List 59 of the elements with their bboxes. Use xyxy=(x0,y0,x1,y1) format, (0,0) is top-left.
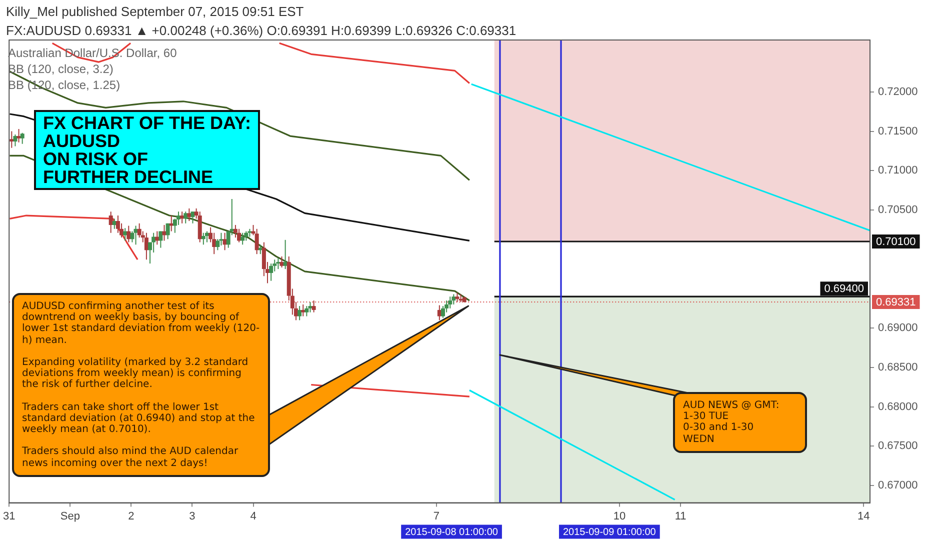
candlestick xyxy=(16,128,21,143)
candlestick xyxy=(437,304,442,321)
ref-line-label: 0.70100 xyxy=(876,236,916,248)
y-tick-label: 0.72000 xyxy=(878,86,918,98)
y-tick-label: 0.67500 xyxy=(878,440,918,452)
y-tick-label: 0.67000 xyxy=(878,480,918,492)
candlestick xyxy=(198,211,202,243)
candlestick xyxy=(304,306,309,317)
y-tick-label: 0.69000 xyxy=(878,322,918,334)
candlestick xyxy=(166,222,170,240)
candlestick xyxy=(448,296,452,309)
candlestick xyxy=(312,300,316,313)
y-tick-label: 0.68500 xyxy=(878,361,918,374)
candlestick xyxy=(254,228,259,255)
candlestick xyxy=(276,258,280,270)
candlestick xyxy=(190,211,195,224)
x-tick-label: 2 xyxy=(128,510,134,522)
candlestick xyxy=(308,302,312,313)
y-tick-label: 0.71000 xyxy=(878,164,918,177)
ref-line-label: 2015-09-09 01:00:00 xyxy=(563,527,656,538)
x-tick-label: 10 xyxy=(613,510,626,522)
candlestick xyxy=(20,132,24,144)
x-tick-label: 31 xyxy=(2,510,16,522)
x-tick-label: Sep xyxy=(60,510,80,522)
candlestick xyxy=(152,232,156,254)
callout-box: AUDUSD confirming another test of its downtrend on weekly basis, by bouncing of lower 1st standard deviation from weekly (120-h) mean. Expanding volatility (marked by 3.2 standard deviations from weekly mean) is confirming the risk of further delcine. Traders can take short off the lower 1st standard deviation (at 0.6940) and stop at the weekly mean (at 0.7010). Traders should also mind the AUD calendar news incoming over the next 2 days! xyxy=(12,293,270,477)
candlestick xyxy=(10,130,14,148)
x-tick-label: 14 xyxy=(858,510,870,522)
x-tick-label: 7 xyxy=(433,510,440,522)
candlestick xyxy=(244,230,248,242)
text: Killy_Mel published September 07, 2015 09:51 EST xyxy=(6,4,304,19)
ref-line-label: 0.69400 xyxy=(824,283,864,296)
candlestick xyxy=(108,211,113,234)
candlestick xyxy=(298,306,302,321)
candlestick xyxy=(233,224,238,238)
callout-box: AUD NEWS @ GMT: 1-30 TUE 0-30 and 1-30 WEDN xyxy=(673,392,807,453)
candlestick xyxy=(13,134,18,147)
x-tick-label: 11 xyxy=(674,510,686,522)
candlestick xyxy=(116,215,120,234)
candlestick xyxy=(269,263,274,282)
candlestick xyxy=(184,211,188,224)
candlestick xyxy=(201,232,206,246)
candlestick xyxy=(219,232,224,246)
candlestick xyxy=(301,304,306,317)
candlestick xyxy=(455,292,460,303)
candlestick xyxy=(144,232,148,260)
candlestick xyxy=(137,222,142,238)
candlestick xyxy=(452,294,456,305)
y-tick-label: 0.70500 xyxy=(878,204,918,216)
text: FX:AUDUSD 0.69331 ▲ +0.00248 (+0.36%) O:0.69391 H:0.69399 L:0.69326 C:0.69331 xyxy=(6,23,516,38)
ref-line-label: 0.69331 xyxy=(876,296,916,309)
y-tick-label: 0.68000 xyxy=(878,400,918,413)
candlestick xyxy=(158,230,163,248)
text: FX CHART OF THE DAY: AUDUSD ON RISK OF FURTHER DECLINE xyxy=(34,110,260,190)
y-tick-label: 0.71500 xyxy=(878,125,918,138)
candlestick xyxy=(237,228,242,243)
x-tick-label: 4 xyxy=(250,510,256,522)
x-tick-label: 3 xyxy=(189,510,196,522)
ref-line-label: 2015-09-08 01:00:00 xyxy=(405,527,498,538)
